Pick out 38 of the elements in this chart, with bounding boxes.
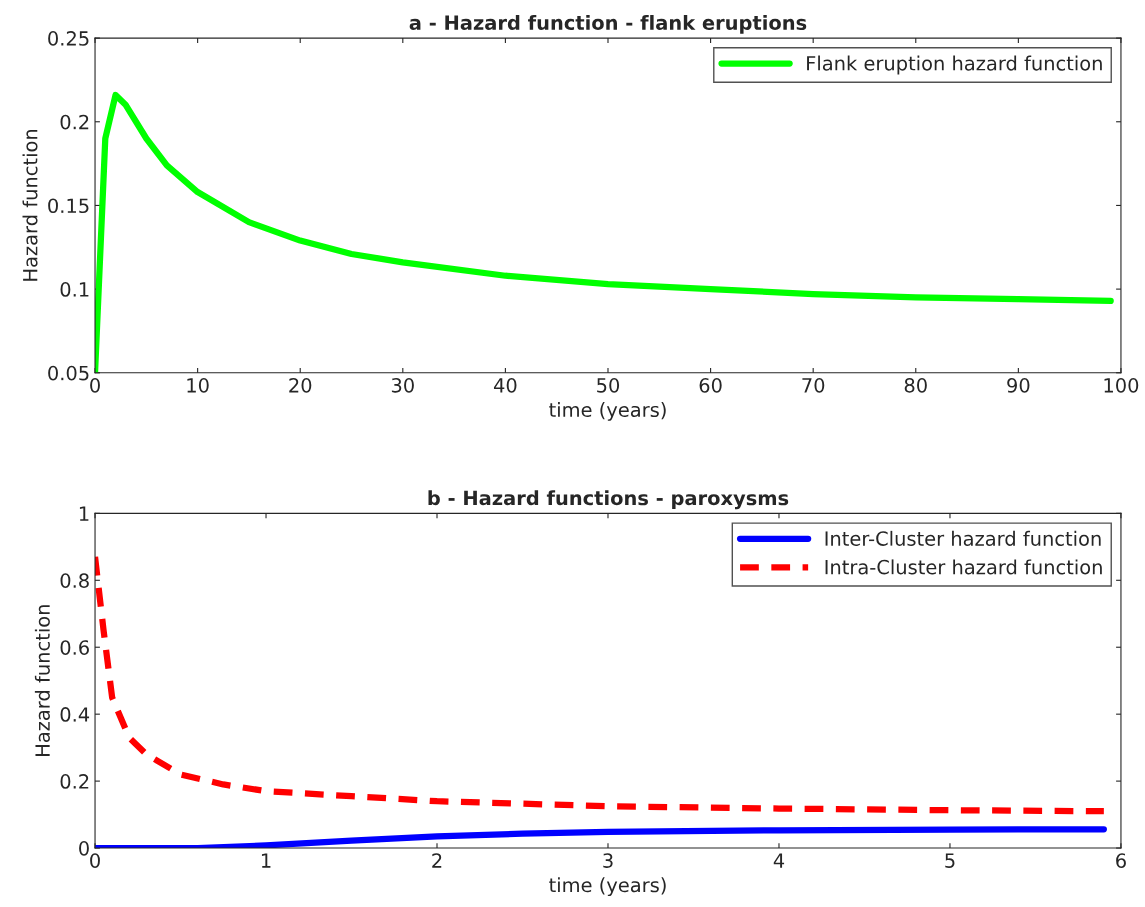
x-axis-title: time (years) [549,877,666,897]
y-tick-label: 0.8 [60,573,89,588]
y-axis-title: Hazard function [34,605,50,756]
y-tick-label: 0.1 [60,282,89,297]
x-tick-label: 2 [432,853,442,868]
x-tick-label: 4 [773,853,785,868]
x-tick-label: 6 [1116,853,1126,868]
y-axis-title: Hazard function [22,129,38,281]
x-tick-label: 0 [90,853,100,868]
y-tick-label: 1 [79,506,89,521]
y-tick-label: 0.15 [48,198,89,214]
legend-label: Flank eruption hazard function [807,55,1102,75]
x-tick-label: 30 [391,377,414,393]
legend-label: Intra-Cluster hazard function [825,559,1102,575]
y-tick-label: 0.2 [60,774,89,789]
x-tick-label: 10 [187,377,209,393]
x-tick-label: 50 [597,377,620,393]
legend-label: Inter-Cluster hazard function [825,530,1101,546]
x-tick-label: 0 [90,377,100,393]
x-tick-label: 60 [699,377,722,393]
chart-title: b - Hazard functions - paroxysms [428,490,789,510]
x-tick-label: 3 [603,853,613,868]
x-tick-label: 5 [945,853,955,868]
x-tick-label: 1 [261,853,271,868]
y-tick-label: 0.6 [60,640,89,655]
y-tick-label: 0.2 [60,114,89,130]
x-tick-label: 40 [493,377,517,393]
y-tick-label: 0.05 [48,365,89,381]
y-tick-label: 0.4 [60,707,90,722]
x-tick-label: 80 [904,377,927,393]
x-axis-title: time (years) [549,402,666,421]
x-tick-label: 70 [802,377,825,393]
x-tick-label: 90 [1007,377,1030,393]
x-tick-label: 100 [1104,377,1139,393]
chart-title: a - Hazard function - flank eruptions [409,14,807,34]
x-tick-label: 20 [289,377,312,393]
y-tick-label: 0.25 [48,31,89,46]
y-tick-label: 0 [79,841,89,856]
